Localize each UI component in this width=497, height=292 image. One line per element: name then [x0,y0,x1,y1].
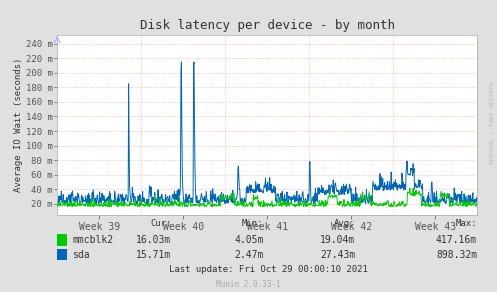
Text: mmcblk2: mmcblk2 [72,235,113,245]
Text: Avg:: Avg: [334,219,355,228]
Text: 898.32m: 898.32m [436,250,477,260]
Text: Min:: Min: [242,219,263,228]
Text: 19.04m: 19.04m [320,235,355,245]
Text: 2.47m: 2.47m [234,250,263,260]
Text: 4.05m: 4.05m [234,235,263,245]
Text: Munin 2.0.33-1: Munin 2.0.33-1 [216,280,281,289]
Text: Last update: Fri Oct 29 00:00:10 2021: Last update: Fri Oct 29 00:00:10 2021 [169,265,368,274]
Text: RRDTOOL / TOBI OETIKER: RRDTOOL / TOBI OETIKER [490,81,495,164]
Text: sda: sda [72,250,89,260]
Text: 15.71m: 15.71m [136,250,171,260]
Title: Disk latency per device - by month: Disk latency per device - by month [140,20,395,32]
Y-axis label: Average IO Wait (seconds): Average IO Wait (seconds) [14,58,23,192]
Text: Cur:: Cur: [150,219,171,228]
Text: 27.43m: 27.43m [320,250,355,260]
Text: 16.03m: 16.03m [136,235,171,245]
Text: 417.16m: 417.16m [436,235,477,245]
Text: Max:: Max: [456,219,477,228]
